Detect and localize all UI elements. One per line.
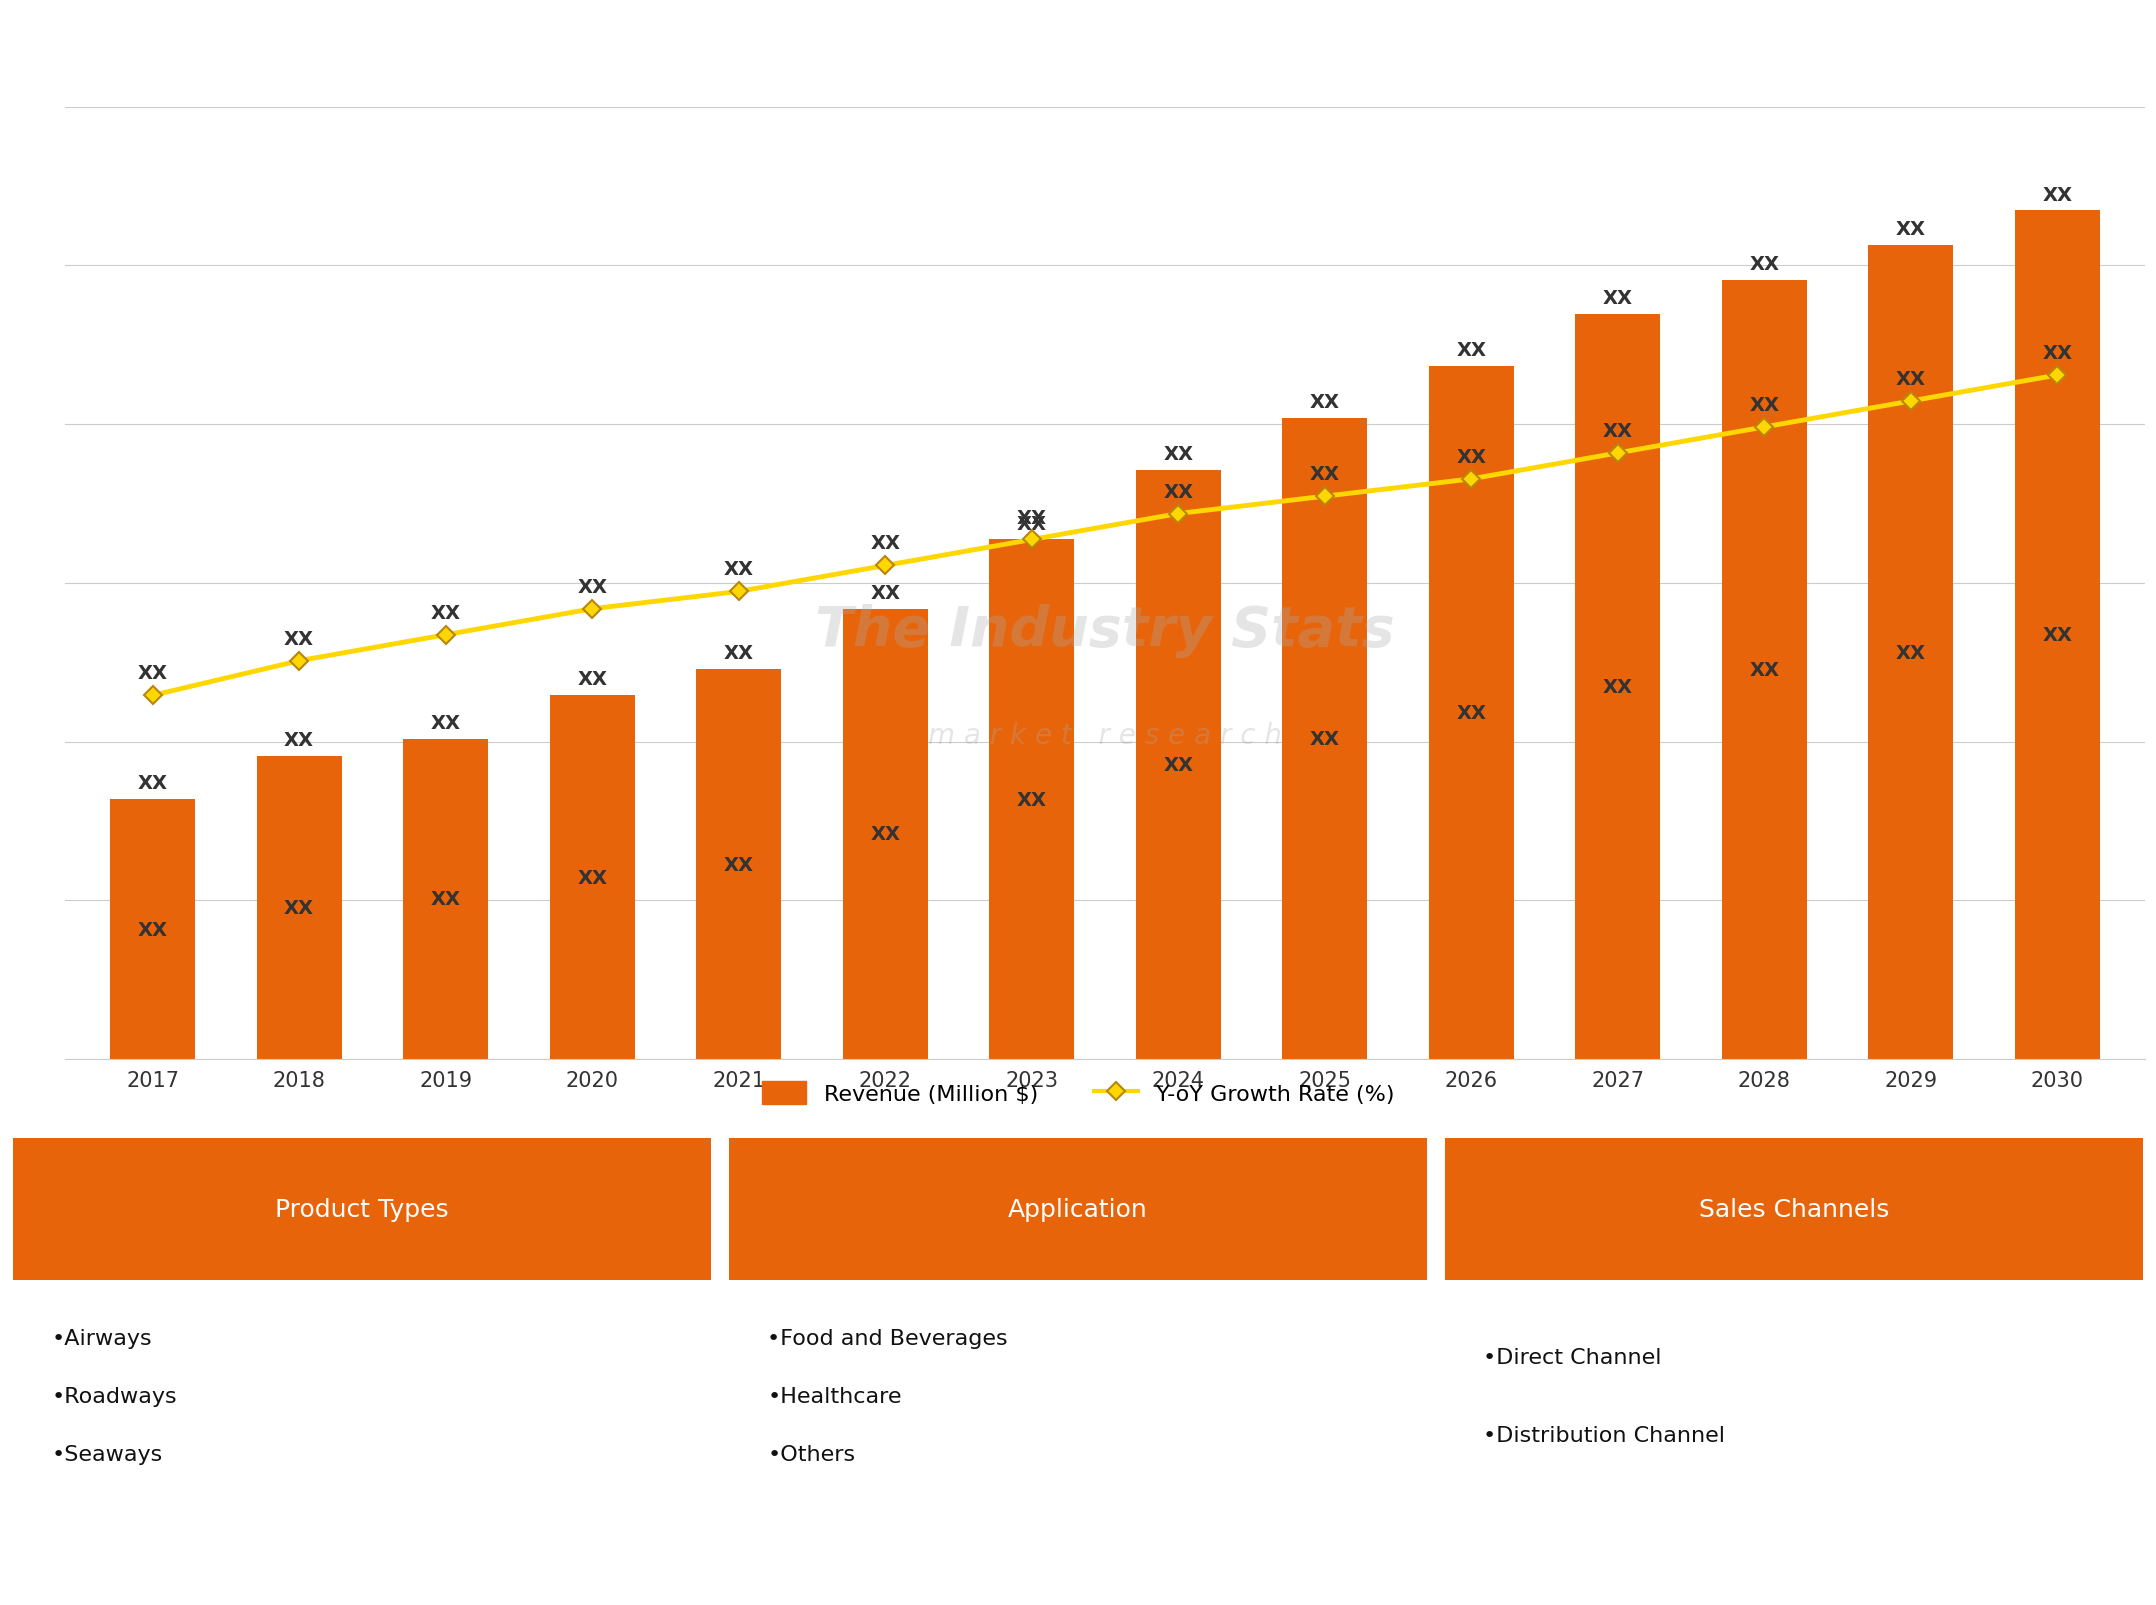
- Text: •Airways: •Airways: [52, 1327, 151, 1348]
- Bar: [1136, 470, 1220, 1059]
- Text: •Healthcare: •Healthcare: [768, 1387, 901, 1406]
- Bar: [1429, 368, 1514, 1059]
- Text: XX: XX: [1164, 482, 1192, 501]
- Text: The Industry Stats: The Industry Stats: [815, 603, 1395, 658]
- Text: XX: XX: [1455, 703, 1485, 722]
- Text: •Others: •Others: [768, 1444, 856, 1464]
- Text: XX: XX: [724, 644, 755, 663]
- Text: XX: XX: [1895, 369, 1925, 388]
- Bar: [1576, 315, 1660, 1059]
- Bar: [843, 610, 927, 1059]
- Text: •Food and Beverages: •Food and Beverages: [768, 1327, 1007, 1348]
- Text: XX: XX: [138, 774, 168, 793]
- Text: m a r k e t   r e s e a r c h: m a r k e t r e s e a r c h: [927, 722, 1283, 750]
- Text: XX: XX: [2042, 343, 2072, 363]
- Text: XX: XX: [1749, 255, 1779, 274]
- Text: XX: XX: [1749, 660, 1779, 679]
- Text: XX: XX: [578, 868, 608, 888]
- Text: •Roadways: •Roadways: [52, 1387, 177, 1406]
- Bar: [403, 740, 487, 1059]
- Bar: [550, 697, 634, 1059]
- Text: •Seaways: •Seaways: [52, 1444, 162, 1464]
- Legend: Revenue (Million $), Y-oY Growth Rate (%): Revenue (Million $), Y-oY Growth Rate (%…: [761, 1082, 1395, 1104]
- Bar: [1869, 246, 1953, 1059]
- Text: XX: XX: [2042, 186, 2072, 204]
- Bar: [2016, 212, 2100, 1059]
- Text: XX: XX: [285, 730, 315, 750]
- Bar: [257, 756, 341, 1059]
- Text: XX: XX: [871, 825, 901, 844]
- Bar: [1283, 419, 1367, 1059]
- Text: XX: XX: [2042, 626, 2072, 645]
- Text: XX: XX: [431, 889, 461, 908]
- Text: XX: XX: [724, 560, 755, 579]
- Bar: [1445, 1138, 2143, 1281]
- Text: XX: XX: [285, 629, 315, 648]
- Text: XX: XX: [871, 534, 901, 554]
- Text: XX: XX: [1895, 220, 1925, 239]
- Text: XX: XX: [578, 669, 608, 689]
- Bar: [990, 541, 1074, 1059]
- Bar: [13, 1138, 711, 1281]
- Text: XX: XX: [1309, 393, 1339, 412]
- Text: •Direct Channel: •Direct Channel: [1483, 1347, 1662, 1367]
- Text: XX: XX: [578, 578, 608, 597]
- Text: XX: XX: [724, 855, 755, 875]
- Text: Sales Channels: Sales Channels: [1699, 1197, 1889, 1221]
- Text: •Distribution Channel: •Distribution Channel: [1483, 1425, 1725, 1444]
- Text: XX: XX: [1164, 756, 1192, 775]
- Text: Source: Theindustrystats Analysis: Source: Theindustrystats Analysis: [39, 1554, 384, 1573]
- Text: XX: XX: [431, 603, 461, 623]
- Text: Email: sales@theindustrystats.com: Email: sales@theindustrystats.com: [798, 1554, 1153, 1573]
- Text: XX: XX: [1164, 445, 1192, 464]
- Bar: [696, 669, 780, 1059]
- Text: XX: XX: [1018, 790, 1046, 809]
- Text: Fig. Global Cold Chain Logistics Market Status and Outlook: Fig. Global Cold Chain Logistics Market …: [28, 40, 998, 69]
- Bar: [1723, 281, 1807, 1059]
- Text: XX: XX: [431, 713, 461, 732]
- Bar: [110, 799, 194, 1059]
- Text: XX: XX: [1455, 448, 1485, 467]
- Text: XX: XX: [1602, 677, 1632, 697]
- Text: XX: XX: [1602, 422, 1632, 441]
- Text: Product Types: Product Types: [276, 1197, 448, 1221]
- Text: XX: XX: [138, 920, 168, 939]
- Text: XX: XX: [285, 899, 315, 918]
- Text: XX: XX: [1309, 465, 1339, 485]
- Bar: [729, 1138, 1427, 1281]
- Text: XX: XX: [1455, 342, 1485, 360]
- Text: XX: XX: [1018, 514, 1046, 533]
- Text: XX: XX: [1602, 289, 1632, 308]
- Text: XX: XX: [1895, 644, 1925, 663]
- Text: XX: XX: [1749, 396, 1779, 414]
- Text: Website: www.theindustrystats.com: Website: www.theindustrystats.com: [1509, 1554, 1878, 1573]
- Text: XX: XX: [1309, 730, 1339, 748]
- Text: XX: XX: [138, 664, 168, 682]
- Text: XX: XX: [1018, 509, 1046, 526]
- Text: Application: Application: [1009, 1197, 1147, 1221]
- Text: XX: XX: [871, 584, 901, 602]
